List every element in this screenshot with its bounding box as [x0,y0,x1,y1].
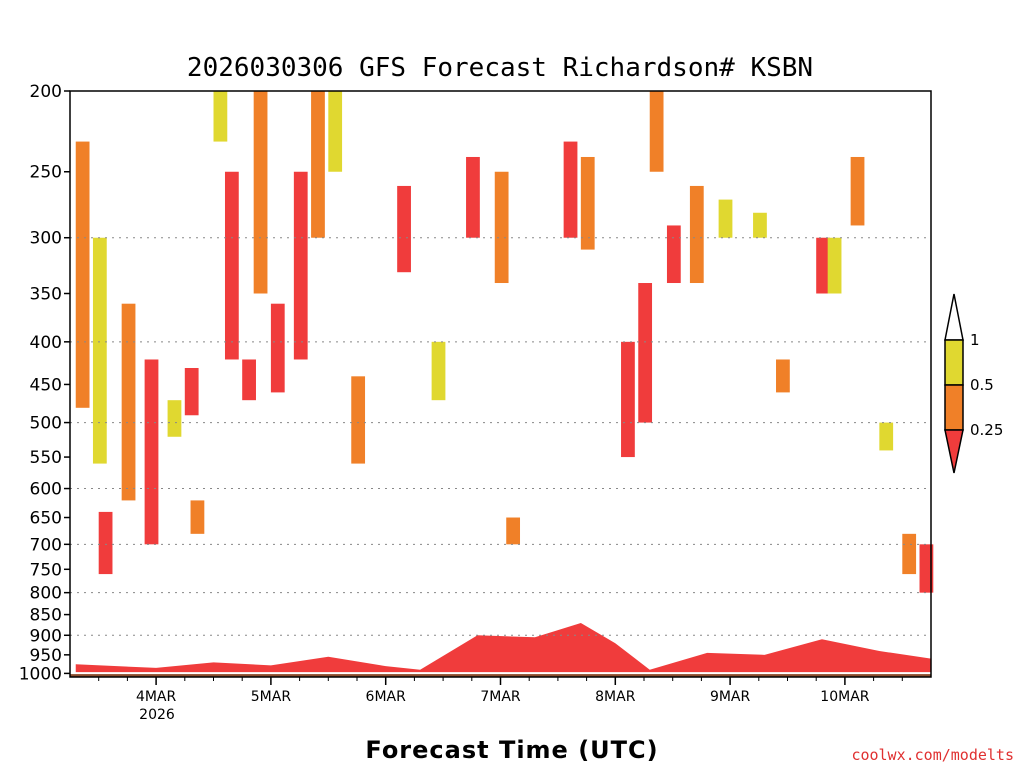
ri-cell [580,156,595,250]
ri-cell [293,171,308,360]
ri-cell [75,141,90,408]
y-axis: 200 250 300 350 400 450 500 550 600 650 700 750 8008… [19,82,70,684]
ri-cell [649,91,664,172]
y-tick-label: 300 [30,229,62,249]
colorbar-segment-mid [944,384,964,431]
colorbar-level-label: 1 [970,331,980,349]
colorbar-level-label: 0.5 [970,376,994,394]
y-tick-label: 450 [30,375,62,395]
y-tick-label: 900 [30,626,62,646]
colorbar-top-arrow [944,293,964,341]
x-tick-label: 5MAR [251,689,292,705]
ri-cell [718,199,733,238]
ri-cell [311,91,325,238]
ri-cell [397,185,411,273]
ri-cell [466,156,480,238]
y-tick-label: 600 [30,480,62,500]
ri-cell [270,303,285,393]
colorbar-level-label: 0.25 [970,421,1003,439]
ri-cell [98,511,113,575]
x-tick-label: 10MAR [820,689,869,705]
ri-cell [776,359,790,393]
ri-cell [121,303,136,501]
ri-cell [242,359,256,401]
ri-cell [879,422,894,451]
ri-cell [144,359,159,545]
ri-cell [506,517,521,545]
colorbar: 1 0.5 0.25 [944,293,1003,474]
ri-cell [666,225,681,284]
x-tick-label: 7MAR [480,689,521,705]
ri-cell [92,237,107,464]
x-axis: 4MAR 5MAR 6MAR 7MAR 8MAR 9MAR 10MAR [98,677,903,705]
ri-cell [827,237,842,294]
ri-cell [494,171,509,284]
ri-cell [167,400,182,437]
x-year-label: 2026 [139,707,175,723]
y-tick-label: 500 [30,414,62,434]
chart-title: 2026030306 GFS Forecast Richardson# KSBN [187,53,813,83]
y-tick-label: 700 [30,535,62,555]
boundary-layer-band [75,623,932,675]
ri-cell [563,141,578,238]
ri-cell [689,185,704,284]
ri-cell [190,500,205,534]
x-tick-label: 6MAR [366,689,407,705]
colorbar-bottom-arrow [944,429,964,474]
y-tick-label: 800 [30,584,62,604]
y-tick-label: 250 [30,163,62,183]
grid-lines [70,237,931,636]
ri-cell [902,533,917,575]
y-tick-label: 350 [30,285,62,305]
x-tick-label: 9MAR [710,689,751,705]
y-tick-label: 1000 [19,664,62,684]
y-tick-label: 650 [30,509,62,529]
plot-area [70,91,934,677]
x-tick-label: 4MAR [136,689,177,705]
x-axis-label: Forecast Time (UTC) [365,736,658,764]
ri-cell [919,544,934,593]
ri-cell [753,212,767,238]
ri-cell [621,341,635,458]
ri-cell [328,91,343,172]
ri-cell [351,376,366,464]
ri-cell [431,341,446,401]
ground-fill [70,674,931,677]
y-tick-label: 850 [30,606,62,626]
ri-cell [224,171,239,360]
ri-cell [213,91,228,142]
colorbar-segment-high [944,339,964,386]
ri-cell [850,156,865,226]
credit-text: coolwx.com/modelts [851,746,1014,764]
y-tick-label: 200 [30,82,62,102]
plot-frame [69,90,932,678]
x-tick-label: 8MAR [595,689,636,705]
y-tick-label: 400 [30,333,62,353]
y-tick-label: 550 [30,448,62,468]
ri-cell [253,91,268,294]
ri-cell [184,367,199,416]
y-tick-label: 750 [30,560,62,580]
ri-cell [816,237,830,294]
y-tick-label: 950 [30,646,62,666]
ri-cell [638,283,653,423]
